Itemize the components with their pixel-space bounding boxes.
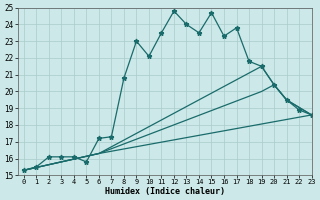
X-axis label: Humidex (Indice chaleur): Humidex (Indice chaleur) (105, 187, 225, 196)
